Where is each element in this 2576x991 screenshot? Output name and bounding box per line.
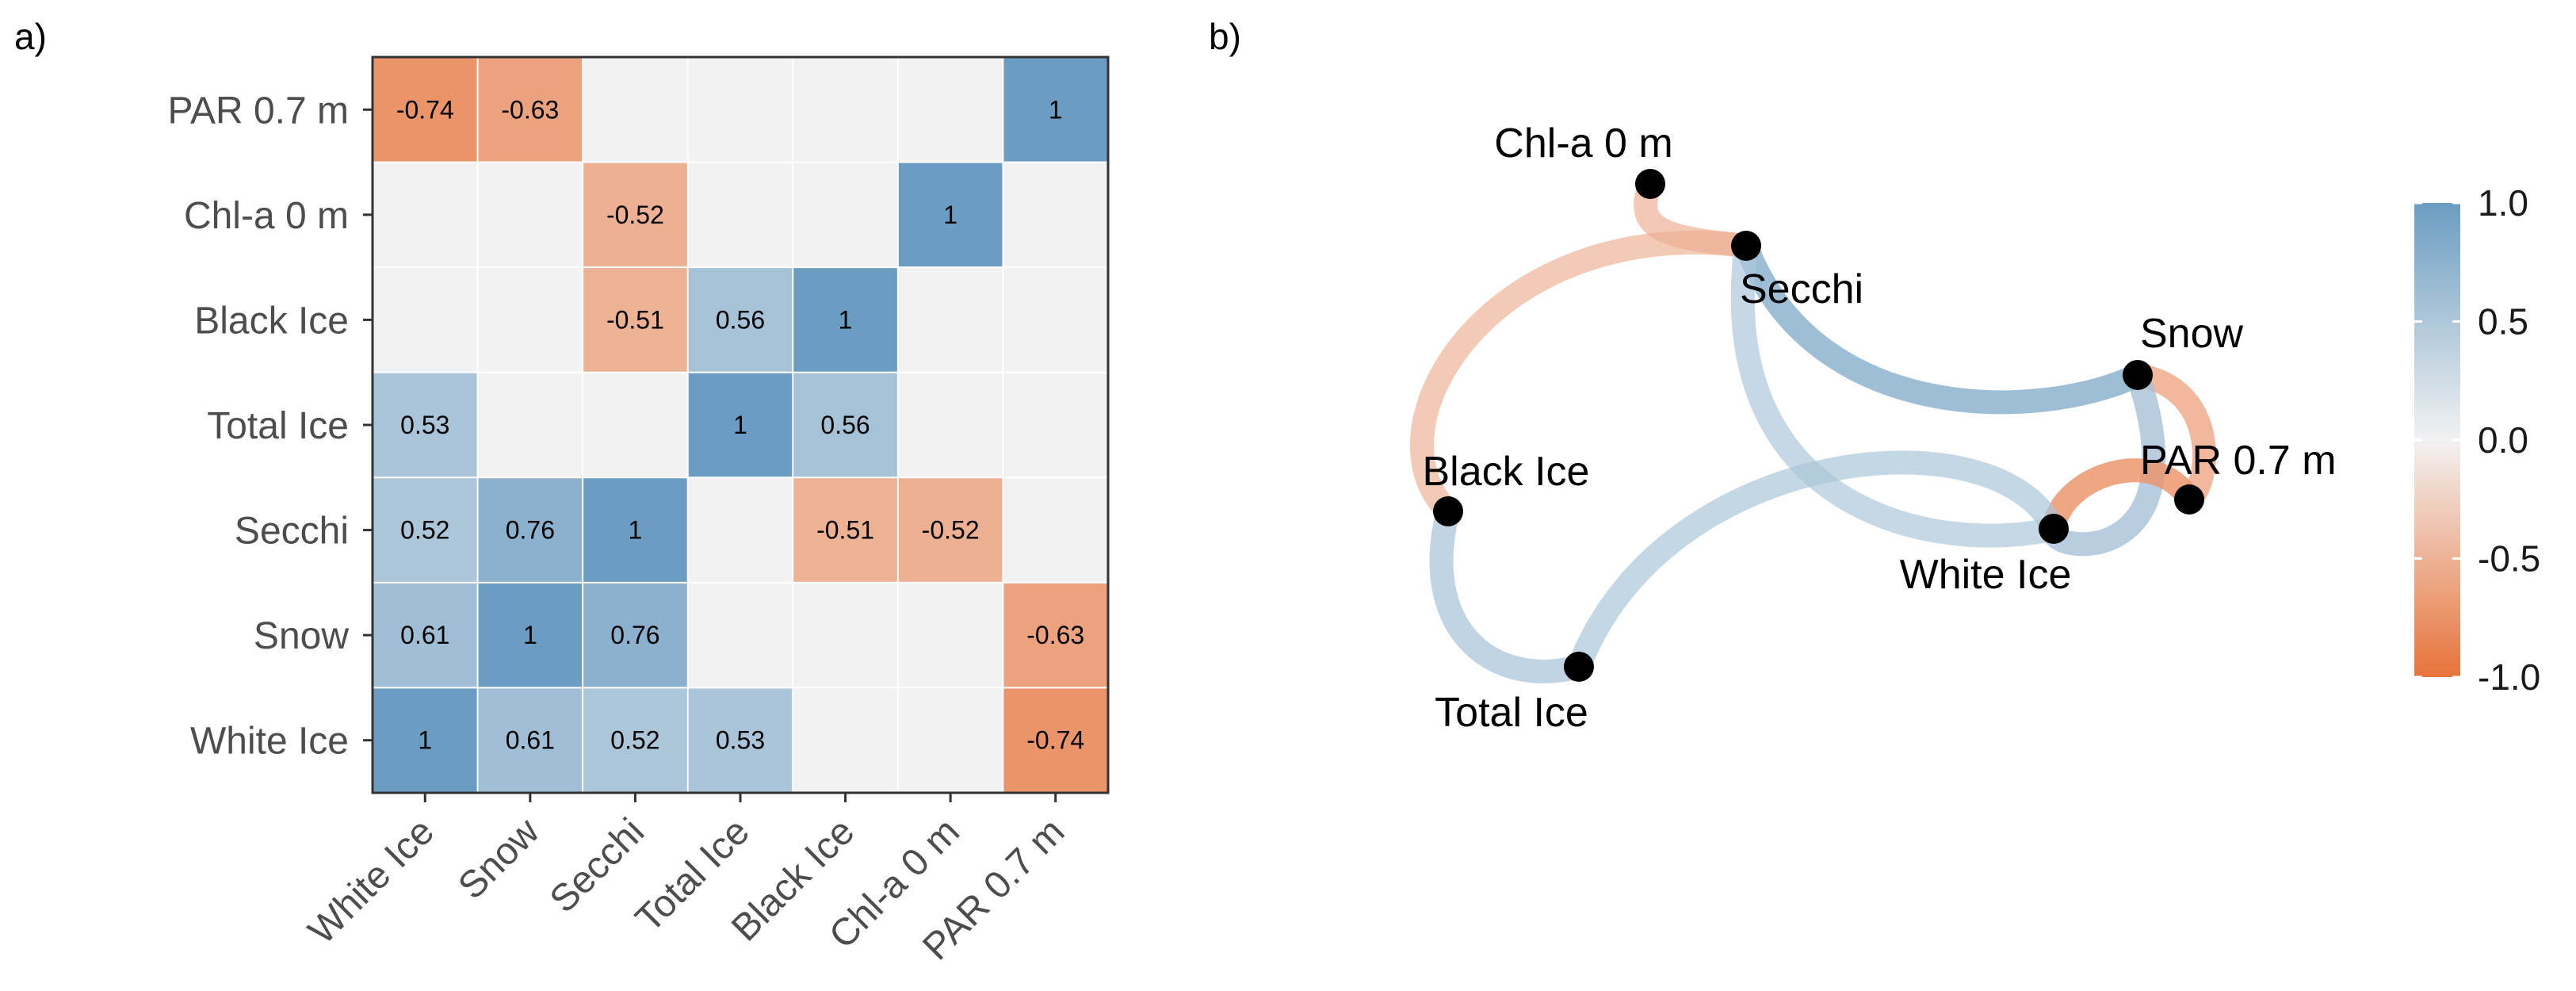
heatmap-cell-label: -0.63 <box>501 95 559 124</box>
heatmap-cell-snow-par-0-7-m <box>478 58 583 162</box>
heatmap-cell-label: -0.52 <box>922 516 980 545</box>
edge-white-ice-par-0-7-m <box>2042 458 2201 541</box>
heatmap-grid <box>373 57 1108 793</box>
heatmap-cell-label: 1 <box>943 201 957 229</box>
x-tick-label-white-ice: White Ice <box>300 810 442 952</box>
edge-secchi-snow <box>1734 234 2150 415</box>
y-tick-label-white-ice: White Ice <box>190 721 349 763</box>
network-nodes: Chl-a 0 m Secchi Snow PAR 0.7 m White Ice Bla… <box>1423 121 2337 736</box>
heatmap-cell-label: 0.56 <box>820 411 869 439</box>
node-secchi <box>1731 231 1761 261</box>
node-label-black-ice: Black Ice <box>1423 449 1590 495</box>
y-tick-label-chl-a-0-m: Chl-a 0 m <box>184 195 349 237</box>
heatmap-cell-par-0-7-m-par-0-7-m <box>1003 58 1107 162</box>
y-tick-label-par-0-7-m: PAR 0.7 m <box>167 90 349 132</box>
heatmap-cell-label: 0.52 <box>610 726 659 755</box>
colorbar-tick-label: 1.0 <box>2478 182 2528 224</box>
heatmap-cell-par-0-7-m-snow <box>1003 583 1107 687</box>
heatmap-cell-par-0-7-m-white-ice <box>1003 688 1107 792</box>
heatmap-cell-label: 1 <box>839 305 853 334</box>
heatmap-cell-label: -0.74 <box>1026 726 1084 755</box>
heatmap-cell-label: 1 <box>523 621 537 649</box>
colorbar-legend: 1.0 0.5 0.0 -0.5 -1.0 <box>2414 182 2540 698</box>
heatmap-cell-black-ice-secchi <box>793 478 897 582</box>
node-label-total-ice: Total Ice <box>1435 690 1588 736</box>
y-tick-label-secchi: Secchi <box>235 511 349 553</box>
node-label-white-ice: White Ice <box>1900 552 2072 598</box>
colorbar-tick-label: -1.0 <box>2478 656 2540 698</box>
heatmap-cell-label: -0.52 <box>606 201 664 229</box>
heatmap-cell-label: -0.74 <box>396 95 454 124</box>
heatmap-cell-label: 0.52 <box>400 516 449 545</box>
heatmap-cell-white-ice-white-ice <box>373 688 477 792</box>
node-total-ice <box>1564 652 1594 682</box>
edge-white-ice-total-ice <box>1567 450 2066 679</box>
colorbar-tick-label: 0.0 <box>2478 419 2528 461</box>
heatmap-cell-total-ice-black-ice <box>688 268 793 372</box>
panel-label-b: b) <box>1209 16 1241 57</box>
heatmap-cell-white-ice-snow <box>373 583 477 687</box>
heatmap-cell-chl-a-0-m-secchi <box>898 478 1003 582</box>
node-white-ice <box>2039 514 2069 544</box>
node-chl-a-0-m <box>1635 169 1665 199</box>
colorbar-tick-label: -0.5 <box>2478 538 2540 580</box>
y-tick-label-total-ice: Total Ice <box>207 405 349 447</box>
network-edges <box>1409 172 2216 683</box>
heatmap-cell-black-ice-black-ice <box>793 268 897 372</box>
node-par-0-7-m <box>2174 484 2204 515</box>
edge-black-ice-total-ice <box>1429 499 1591 683</box>
heatmap-cell-secchi-secchi <box>583 478 687 582</box>
heatmap-cell-snow-secchi <box>478 478 583 582</box>
node-label-chl-a-0-m: Chl-a 0 m <box>1494 121 1672 166</box>
y-tick-label-snow: Snow <box>254 615 349 657</box>
heatmap-cell-label: 0.53 <box>400 411 449 439</box>
node-label-par-0-7-m: PAR 0.7 m <box>2140 438 2337 484</box>
heatmap-cell-secchi-white-ice <box>583 688 687 792</box>
heatmap-cell-total-ice-total-ice <box>688 373 793 477</box>
x-tick-label-snow: Snow <box>450 810 548 908</box>
heatmap-cell-white-ice-par-0-7-m <box>373 58 477 162</box>
heatmap-cell-label: 0.61 <box>400 621 449 649</box>
heatmap-cell-label: 1 <box>418 726 432 755</box>
heatmap-cell-black-ice-total-ice <box>793 373 897 477</box>
heatmap-cell-total-ice-white-ice <box>688 688 793 792</box>
heatmap-cell-snow-white-ice <box>478 688 583 792</box>
correlation-heatmap: -0.74 -0.63 1 -0.52 1 -0.51 0.56 1 0.53 1 0.56 0.52… <box>167 55 1110 968</box>
heatmap-cell-label: 0.61 <box>506 726 555 755</box>
heatmap-cell-secchi-black-ice <box>583 268 687 372</box>
edge-secchi-white-ice <box>1730 234 2066 548</box>
heatmap-cell-secchi-chl-a-0-m <box>583 163 687 267</box>
heatmap-cell-white-ice-secchi <box>373 478 477 582</box>
heatmap-cell-label: -0.51 <box>816 516 874 545</box>
node-snow <box>2123 360 2153 390</box>
edge-secchi-black-ice <box>1409 230 1758 523</box>
node-black-ice <box>1433 496 1463 526</box>
y-tick-label-black-ice: Black Ice <box>194 300 349 342</box>
heatmap-cell-label: 0.76 <box>610 621 659 649</box>
heatmap-cell-label: 1 <box>733 411 747 439</box>
heatmap-cell-label: 0.53 <box>716 726 765 755</box>
heatmap-cell-label: -0.51 <box>606 305 664 334</box>
heatmap-cell-label: 1 <box>629 516 643 545</box>
node-label-secchi: Secchi <box>1740 266 1863 312</box>
heatmap-cell-label: 0.56 <box>716 305 765 334</box>
panel-label-a: a) <box>14 16 47 57</box>
heatmap-cell-white-ice-total-ice <box>373 373 477 477</box>
heatmap-cell-snow-snow <box>478 583 583 687</box>
heatmap-cell-chl-a-0-m-chl-a-0-m <box>898 163 1003 267</box>
heatmap-cell-secchi-snow <box>583 583 687 687</box>
heatmap-cell-label: 0.76 <box>506 516 555 545</box>
node-label-snow: Snow <box>2140 311 2244 357</box>
heatmap-cell-label: -0.63 <box>1026 621 1084 649</box>
heatmap-cell-label: 1 <box>1049 95 1063 124</box>
colorbar-tick-label: 0.5 <box>2478 301 2528 342</box>
correlation-network: Chl-a 0 m Secchi Snow PAR 0.7 m White Ice Bla… <box>1409 121 2337 736</box>
